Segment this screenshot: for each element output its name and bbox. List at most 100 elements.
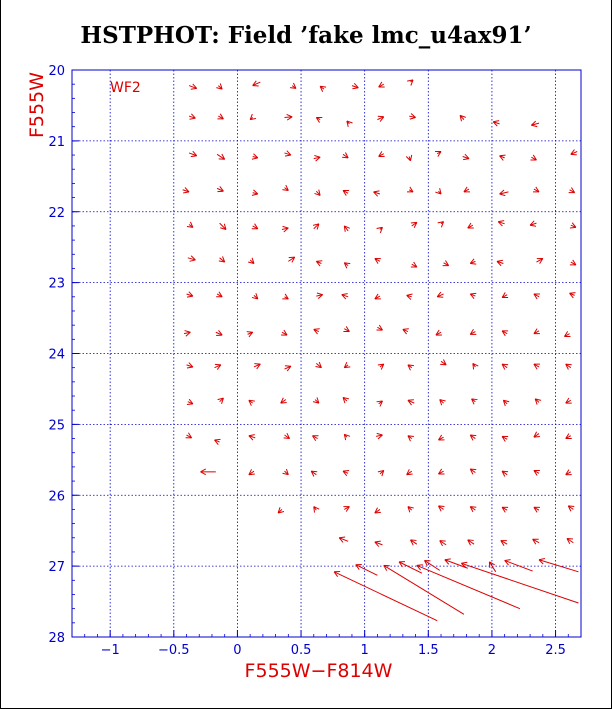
- arrow-head: [248, 331, 254, 338]
- vector-arrow: [407, 186, 414, 193]
- vector-arrow: [346, 120, 353, 127]
- arrow-head: [343, 262, 348, 269]
- arrow-head: [409, 154, 413, 161]
- arrow-head: [374, 507, 378, 514]
- arrow-head: [383, 565, 388, 571]
- arrow-head: [248, 473, 255, 476]
- arrow-head: [532, 154, 537, 161]
- vector-arrow: [282, 293, 289, 300]
- y-tick-label: 22: [48, 206, 65, 221]
- arrow-head: [405, 156, 411, 162]
- vector-arrow: [341, 293, 349, 300]
- arrow-head: [288, 256, 295, 259]
- y-tick-label: 23: [48, 277, 65, 292]
- arrow-head: [284, 154, 291, 157]
- arrow-head: [220, 227, 227, 230]
- vector-arrow: [342, 152, 349, 159]
- arrow-head: [538, 559, 544, 565]
- vector-arrow: [565, 363, 572, 370]
- arrow-head: [439, 188, 442, 195]
- arrow-shaft: [496, 260, 504, 264]
- arrow-shaft: [281, 227, 289, 230]
- arrow-head: [565, 363, 572, 366]
- vector-arrow: [214, 363, 222, 370]
- arrow-shaft: [410, 539, 418, 545]
- arrow-head: [410, 221, 417, 224]
- arrow-head: [310, 470, 315, 477]
- vector-arrow: [283, 432, 291, 440]
- arrow-head: [407, 506, 411, 513]
- arrow-shaft: [566, 538, 574, 544]
- vector-arrow: [215, 329, 223, 337]
- arrow-head: [469, 506, 474, 513]
- arrow-head: [312, 435, 317, 442]
- arrow-head: [444, 558, 451, 561]
- vector-arrow: [405, 154, 413, 162]
- arrow-shaft: [253, 363, 261, 368]
- arrow-head: [461, 561, 468, 564]
- arrow-head: [569, 292, 576, 294]
- vector-arrow: [252, 80, 261, 87]
- vector-arrow: [504, 559, 533, 572]
- arrow-head: [255, 293, 259, 300]
- arrow-shaft: [333, 571, 438, 622]
- vector-arrow: [310, 470, 318, 477]
- arrow-shaft: [383, 564, 465, 615]
- arrow-head: [496, 261, 502, 267]
- arrow-head: [373, 190, 380, 193]
- arrow-head: [566, 538, 571, 545]
- arrow-head: [319, 86, 324, 92]
- vector-arrow: [435, 329, 442, 336]
- arrow-shaft: [315, 363, 322, 369]
- vector-arrow: [471, 398, 478, 405]
- arrow-shaft: [407, 399, 415, 404]
- arrow-head: [214, 438, 221, 441]
- arrow-head: [502, 363, 509, 366]
- arrow-shaft: [341, 294, 349, 298]
- arrow-head: [459, 115, 462, 122]
- vector-arrow: [284, 365, 292, 372]
- vector-arrow: [248, 469, 255, 476]
- arrow-head: [503, 399, 510, 403]
- arrow-head: [342, 190, 347, 196]
- arrow-head: [253, 153, 259, 159]
- arrow-head: [533, 470, 538, 476]
- arrow-head: [374, 511, 381, 514]
- arrow-head: [501, 436, 506, 442]
- arrow-shaft: [499, 191, 509, 195]
- vector-arrow: [284, 150, 292, 157]
- vector-arrow: [499, 189, 509, 197]
- arrow-head: [352, 87, 359, 90]
- arrow-head: [200, 468, 207, 473]
- arrow-head: [355, 564, 360, 570]
- arrow-head: [499, 189, 505, 195]
- arrow-head: [402, 329, 407, 335]
- vector-arrow: [280, 397, 287, 404]
- arrow-head: [341, 294, 347, 300]
- arrow-head: [501, 292, 506, 298]
- vector-arrow: [251, 189, 259, 196]
- arrow-head: [377, 434, 383, 440]
- arrow-head: [190, 87, 197, 90]
- arrow-head: [413, 222, 418, 228]
- vector-arrow: [186, 221, 194, 228]
- arrow-head: [318, 361, 322, 368]
- arrow-head: [467, 222, 472, 229]
- arrow-head: [534, 398, 538, 405]
- arrow-head: [343, 434, 347, 441]
- arrow-shaft: [216, 187, 224, 192]
- arrow-head: [504, 559, 511, 561]
- vector-arrow: [315, 116, 323, 123]
- arrow-head: [569, 226, 576, 229]
- arrow-head: [316, 223, 320, 230]
- arrow-head: [251, 193, 258, 196]
- arrow-head: [502, 400, 506, 407]
- y-tick-label: 20: [48, 64, 65, 79]
- arrow-head: [189, 117, 196, 120]
- vector-arrow: [501, 506, 509, 513]
- vector-arrow: [566, 537, 574, 545]
- vector-arrow: [569, 222, 577, 229]
- arrow-head: [377, 363, 384, 366]
- arrow-head: [353, 82, 359, 89]
- arrow-head: [442, 359, 447, 366]
